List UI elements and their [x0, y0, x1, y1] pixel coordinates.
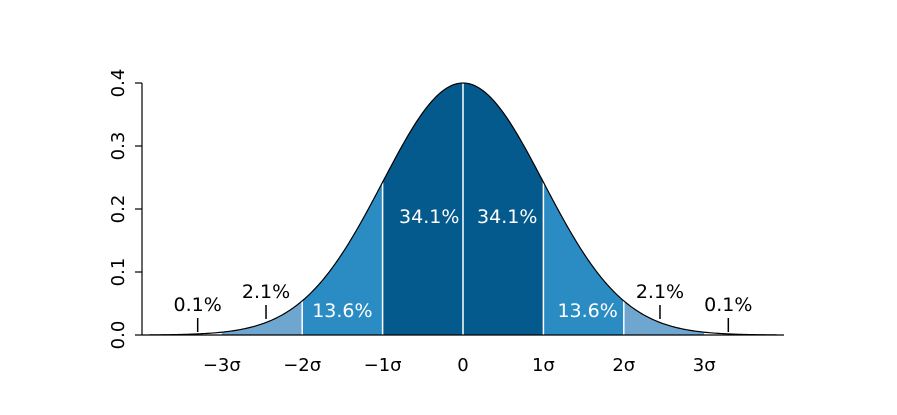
x-tick-label: 0 [457, 355, 468, 376]
y-tick-label: 0.0 [108, 321, 129, 350]
x-tick-label: 3σ [693, 355, 716, 376]
x-tick-label: 2σ [612, 355, 635, 376]
x-tick-label: −1σ [364, 355, 402, 376]
band-area [149, 332, 222, 335]
outer-percent-label: 2.1% [242, 281, 290, 303]
inner-percent-label: 13.6% [557, 300, 617, 322]
inner-percent-label: 13.6% [312, 300, 372, 322]
outer-percent-label: 0.1% [704, 294, 752, 316]
y-tick-label: 0.3 [108, 132, 129, 161]
y-tick-label: 0.2 [108, 195, 129, 224]
x-tick-label: −2σ [283, 355, 321, 376]
band-area [704, 332, 777, 335]
band-area [623, 300, 705, 335]
band-area [221, 300, 303, 335]
percent-labels: 0.1% 2.1% 2.1% 0.1% 13.6% 34.1% 34.1% 13.6% [174, 206, 752, 332]
x-tick-label: 1σ [532, 355, 555, 376]
density-curve [149, 82, 777, 336]
inner-percent-label: 34.1% [399, 206, 459, 228]
outer-percent-label: 2.1% [636, 281, 684, 303]
axes: 0.0 0.1 0.2 0.3 0.4 −3σ −2σ −1σ 0 1σ 2σ 3σ [108, 69, 784, 376]
inner-percent-label: 34.1% [477, 206, 537, 228]
x-tick-label: −3σ [203, 355, 241, 376]
y-tick-label: 0.1 [108, 258, 129, 287]
sigma-dividers [301, 83, 625, 335]
outer-percent-label: 0.1% [174, 294, 222, 316]
y-tick-label: 0.4 [108, 69, 129, 98]
